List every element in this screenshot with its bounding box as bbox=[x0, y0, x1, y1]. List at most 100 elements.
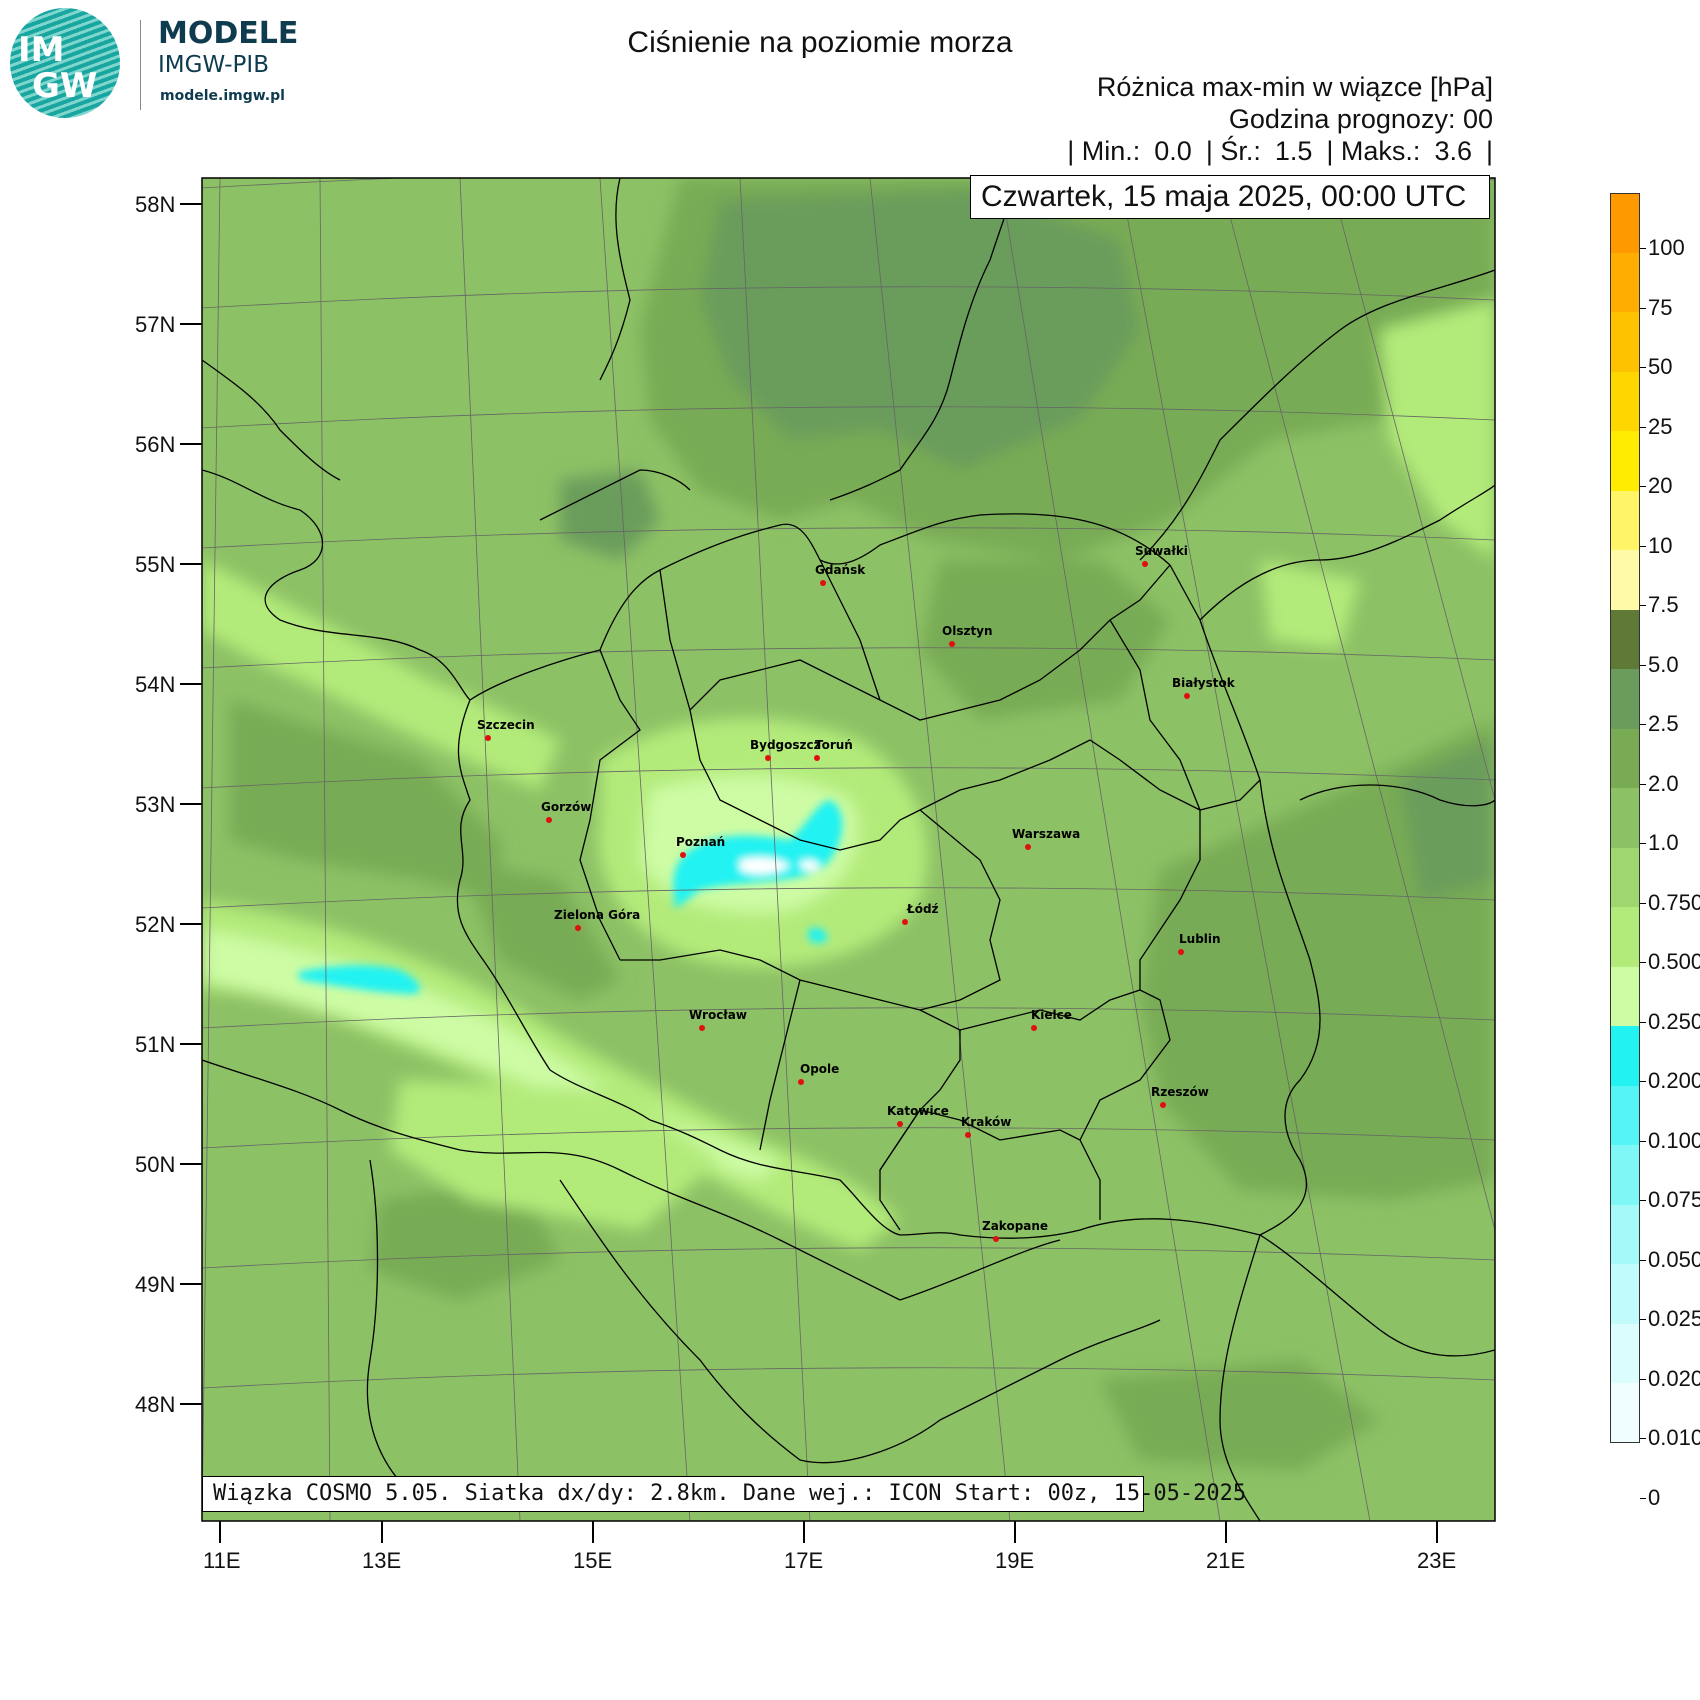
colorbar-tick bbox=[1640, 1259, 1646, 1261]
colorbar-tick bbox=[1640, 1021, 1646, 1023]
colorbar-segment bbox=[1610, 669, 1640, 729]
svg-text:Zielona Góra: Zielona Góra bbox=[554, 908, 640, 922]
colorbar-label: 0.500 bbox=[1648, 949, 1700, 974]
colorbar-label: 0.075 bbox=[1648, 1187, 1700, 1212]
colorbar-tick bbox=[1640, 545, 1646, 547]
lat-label-51n: 51N bbox=[135, 1032, 176, 1057]
lon-ticks bbox=[219, 1521, 1438, 1543]
colorbar-label: 7.5 bbox=[1648, 592, 1679, 617]
city-gorzow: Gorzów bbox=[541, 800, 591, 823]
city-gdansk: Gdańsk bbox=[815, 563, 866, 586]
colorbar-segment bbox=[1610, 907, 1640, 967]
city-bialystok: Białystok bbox=[1172, 676, 1236, 699]
colorbar-tick bbox=[1640, 783, 1646, 785]
colorbar-label: 100 bbox=[1648, 235, 1685, 260]
svg-text:Lublin: Lublin bbox=[1179, 932, 1221, 946]
colorbar-tick bbox=[1640, 1081, 1646, 1082]
colorbar-segment bbox=[1610, 193, 1640, 253]
colorbar-segment bbox=[1610, 1323, 1640, 1383]
colorbar-tick bbox=[1640, 1438, 1646, 1439]
city-opole: Opole bbox=[798, 1062, 839, 1085]
city-olsztyn: Olsztyn bbox=[942, 624, 993, 647]
colorbar-tick bbox=[1640, 1140, 1646, 1142]
svg-text:Poznań: Poznań bbox=[676, 835, 725, 849]
colorbar-tick bbox=[1640, 1200, 1646, 1201]
colorbar-tick bbox=[1640, 664, 1646, 666]
svg-text:Zakopane: Zakopane bbox=[982, 1219, 1048, 1233]
colorbar-segment bbox=[1610, 431, 1640, 491]
lat-label-57n: 57N bbox=[135, 312, 176, 337]
colorbar-label: 0.025 bbox=[1648, 1306, 1700, 1331]
logo-emblem-text-2: GW bbox=[32, 66, 98, 106]
city-warszawa: Warszawa bbox=[1012, 827, 1080, 850]
colorbar-segment bbox=[1610, 1264, 1640, 1324]
logo-divider bbox=[140, 20, 141, 110]
colorbar-segment bbox=[1610, 847, 1640, 907]
lat-label-50n: 50N bbox=[135, 1152, 176, 1177]
colorbar-segment bbox=[1610, 312, 1640, 372]
city-rzeszow: Rzeszów bbox=[1151, 1085, 1209, 1108]
colorbar-segment bbox=[1610, 1026, 1640, 1086]
city-zakopane: Zakopane bbox=[982, 1219, 1048, 1242]
city-szczecin: Szczecin bbox=[477, 718, 535, 741]
colorbar-label: 0.250 bbox=[1648, 1008, 1700, 1034]
colorbar-label: 50 bbox=[1648, 354, 1673, 379]
colorbar-segment bbox=[1610, 550, 1640, 610]
colorbar-label: 0.020 bbox=[1648, 1365, 1700, 1391]
lon-label-11e: 11E bbox=[203, 1548, 241, 1573]
lat-label-49n: 49N bbox=[135, 1272, 176, 1297]
colorbar-tick bbox=[1640, 902, 1646, 904]
colorbar-segment bbox=[1610, 1383, 1640, 1443]
colorbar-segment bbox=[1610, 788, 1640, 848]
colorbar-label: 1.0 bbox=[1648, 830, 1679, 855]
city-katowice: Katowice bbox=[887, 1104, 949, 1127]
colorbar-tick bbox=[1640, 605, 1646, 606]
colorbar-label: 75 bbox=[1648, 294, 1673, 320]
colorbar-tick bbox=[1640, 367, 1646, 368]
colorbar-label: 10 bbox=[1648, 532, 1673, 558]
city-krakow: Kraków bbox=[961, 1115, 1011, 1138]
colorbar bbox=[1610, 193, 1640, 1443]
city-lodz: Łódź bbox=[902, 902, 939, 925]
borders bbox=[202, 178, 1495, 1521]
lat-ticks bbox=[180, 203, 202, 1405]
svg-text:Szczecin: Szczecin bbox=[477, 718, 535, 732]
city-lublin: Lublin bbox=[1178, 932, 1221, 955]
svg-text:Białystok: Białystok bbox=[1172, 676, 1236, 690]
logo-url: modele.imgw.pl bbox=[160, 88, 285, 104]
colorbar-label: 0 bbox=[1648, 1484, 1661, 1510]
imgw-logo: IM GW MODELE IMGW-PIB modele.imgw.pl bbox=[10, 8, 310, 118]
colorbar-tick bbox=[1640, 1319, 1646, 1320]
colorbar-label: 0.100 bbox=[1648, 1127, 1700, 1153]
stat-min-value: 0.0 bbox=[1154, 136, 1192, 166]
variable-label: Różnica max-min w wiązce [hPa] bbox=[1096, 72, 1493, 102]
city-wroclaw: Wrocław bbox=[689, 1008, 747, 1031]
colorbar-segment bbox=[1610, 966, 1640, 1026]
city-zielona-gora: Zielona Góra bbox=[554, 908, 640, 931]
lon-label-15e: 15E bbox=[573, 1548, 613, 1573]
stat-max-value: 3.6 bbox=[1434, 136, 1472, 166]
lat-label-48n: 48N bbox=[135, 1392, 176, 1417]
colorbar-tick bbox=[1640, 307, 1646, 309]
lon-label-23e: 23E bbox=[1417, 1548, 1457, 1573]
colorbar-segment bbox=[1610, 371, 1640, 431]
lat-label-54n: 54N bbox=[135, 672, 176, 697]
map-frame bbox=[201, 177, 1496, 1522]
colorbar-tick bbox=[1640, 486, 1646, 487]
svg-text:Wrocław: Wrocław bbox=[689, 1008, 747, 1022]
colorbar-tick bbox=[1640, 248, 1646, 249]
stats-line: | Min.: 0.0 | Śr.: 1.5 | Maks.: 3.6 | bbox=[1067, 136, 1493, 167]
city-torun: Toruń bbox=[814, 738, 853, 761]
colorbar-segment bbox=[1610, 1145, 1640, 1205]
stat-max-label: | Maks.: bbox=[1326, 136, 1421, 166]
city-poznan: Poznań bbox=[676, 835, 725, 858]
logo-subtitle: IMGW-PIB bbox=[158, 52, 269, 78]
svg-text:Rzeszów: Rzeszów bbox=[1151, 1085, 1209, 1099]
lon-label-13e: 13E bbox=[362, 1548, 402, 1573]
lat-label-52n: 52N bbox=[135, 912, 176, 937]
graticule bbox=[202, 178, 1495, 1521]
lat-label-53n: 53N bbox=[135, 792, 176, 817]
colorbar-label: 0.200 bbox=[1648, 1068, 1700, 1093]
colorbar-label: 2.5 bbox=[1648, 711, 1679, 736]
colorbar-label: 0.750 bbox=[1648, 889, 1700, 915]
